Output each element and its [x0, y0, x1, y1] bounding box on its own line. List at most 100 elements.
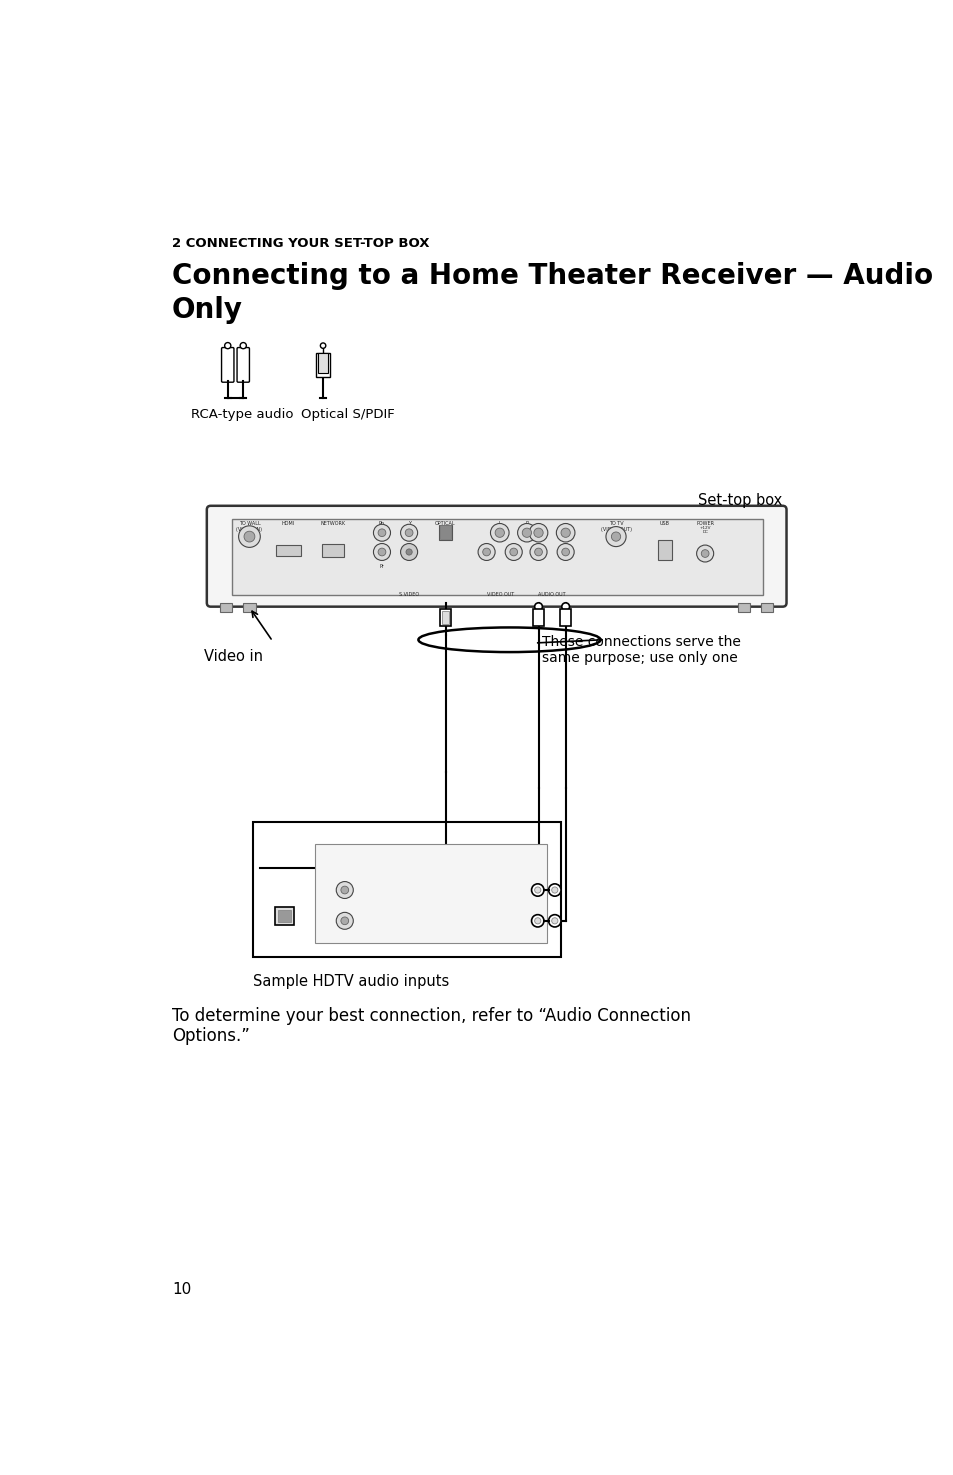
Circle shape — [244, 531, 254, 541]
Bar — [439, 525, 451, 538]
Circle shape — [377, 530, 385, 537]
Bar — [318, 353, 328, 373]
Circle shape — [557, 543, 574, 560]
Circle shape — [240, 342, 246, 348]
Circle shape — [529, 524, 547, 541]
FancyBboxPatch shape — [207, 506, 785, 606]
Text: R: R — [525, 521, 528, 527]
Circle shape — [551, 886, 558, 892]
Bar — [220, 603, 233, 612]
Text: AUDIO LEFT: AUDIO LEFT — [356, 885, 407, 894]
Text: Pb: Pb — [378, 521, 385, 527]
Text: OPTICAL
SPDIF: OPTICAL SPDIF — [268, 934, 300, 953]
Circle shape — [335, 882, 353, 898]
Text: VIDEO OUT: VIDEO OUT — [486, 591, 514, 597]
Text: USB: USB — [659, 521, 669, 527]
Circle shape — [490, 524, 509, 541]
Circle shape — [505, 543, 521, 560]
Text: OPTICAL: OPTICAL — [435, 521, 456, 527]
Bar — [315, 353, 330, 378]
Text: same purpose; use only one: same purpose; use only one — [541, 650, 737, 665]
Circle shape — [406, 549, 412, 555]
Circle shape — [548, 884, 560, 897]
Text: Pr: Pr — [379, 565, 384, 569]
Text: To determine your best connection, refer to “Audio Connection: To determine your best connection, refer… — [172, 1007, 690, 1025]
Circle shape — [495, 528, 504, 537]
Text: These connections serve the: These connections serve the — [541, 636, 740, 649]
Circle shape — [700, 550, 708, 558]
Circle shape — [509, 549, 517, 556]
FancyBboxPatch shape — [236, 348, 249, 382]
Circle shape — [238, 525, 260, 547]
Circle shape — [477, 543, 495, 560]
Circle shape — [340, 917, 348, 925]
Bar — [253, 822, 560, 957]
Text: INPUT: INPUT — [392, 836, 421, 847]
Bar — [274, 907, 294, 925]
Circle shape — [377, 549, 385, 556]
Text: Sample HDTV audio inputs: Sample HDTV audio inputs — [253, 974, 449, 988]
Text: TO TV
(VIDEO OUT): TO TV (VIDEO OUT) — [599, 521, 631, 531]
Circle shape — [531, 914, 543, 926]
Circle shape — [605, 527, 625, 547]
Text: Video in: Video in — [204, 649, 263, 664]
Text: +12V
DC: +12V DC — [699, 525, 710, 534]
Bar — [559, 609, 571, 625]
Circle shape — [534, 549, 542, 556]
Bar — [658, 540, 671, 559]
Text: Only: Only — [172, 296, 243, 324]
Bar — [439, 609, 451, 625]
Text: 10: 10 — [172, 1282, 191, 1297]
Circle shape — [400, 524, 417, 541]
Text: S VIDEO: S VIDEO — [398, 591, 418, 597]
Text: Set-top box: Set-top box — [698, 493, 781, 507]
Circle shape — [534, 603, 542, 611]
Text: AUDIO RIGHT: AUDIO RIGHT — [356, 916, 413, 925]
Bar — [438, 525, 452, 540]
Text: Options.”: Options.” — [172, 1027, 250, 1046]
Circle shape — [560, 528, 570, 537]
Circle shape — [534, 528, 542, 537]
Circle shape — [224, 342, 231, 348]
Bar — [243, 603, 255, 612]
Text: Optical S/PDIF: Optical S/PDIF — [300, 409, 394, 420]
Circle shape — [551, 917, 558, 923]
Circle shape — [611, 532, 620, 541]
Circle shape — [696, 546, 713, 562]
Text: HDMI: HDMI — [281, 521, 294, 527]
Text: AUDIO OUT: AUDIO OUT — [537, 591, 565, 597]
Bar — [442, 611, 448, 624]
Circle shape — [561, 549, 569, 556]
Bar — [737, 603, 749, 612]
Circle shape — [517, 524, 536, 541]
Circle shape — [548, 914, 560, 926]
Text: 2 CONNECTING YOUR SET-TOP BOX: 2 CONNECTING YOUR SET-TOP BOX — [172, 237, 429, 251]
Text: Y: Y — [407, 521, 410, 527]
Text: POWER: POWER — [696, 521, 714, 527]
FancyBboxPatch shape — [221, 348, 233, 382]
Bar — [233, 519, 762, 594]
Text: Connecting to a Home Theater Receiver — Audio: Connecting to a Home Theater Receiver — … — [172, 261, 932, 289]
Circle shape — [482, 549, 490, 556]
Circle shape — [561, 603, 569, 611]
Text: RCA-type audio: RCA-type audio — [191, 409, 293, 420]
Circle shape — [531, 884, 543, 897]
Circle shape — [400, 543, 417, 560]
Circle shape — [320, 342, 325, 348]
Bar — [533, 609, 543, 625]
Circle shape — [534, 917, 540, 923]
Circle shape — [405, 530, 413, 537]
Circle shape — [373, 543, 390, 560]
Text: TO WALL
(VIDEO IN): TO WALL (VIDEO IN) — [236, 521, 262, 531]
Text: NETWORK: NETWORK — [320, 521, 345, 527]
Bar — [315, 844, 546, 943]
Bar — [278, 910, 291, 922]
Circle shape — [340, 886, 348, 894]
Text: L: L — [497, 521, 500, 527]
Bar — [275, 546, 300, 556]
Circle shape — [521, 528, 531, 537]
Circle shape — [530, 543, 546, 560]
Circle shape — [373, 524, 390, 541]
Bar — [760, 603, 773, 612]
Circle shape — [534, 886, 540, 892]
